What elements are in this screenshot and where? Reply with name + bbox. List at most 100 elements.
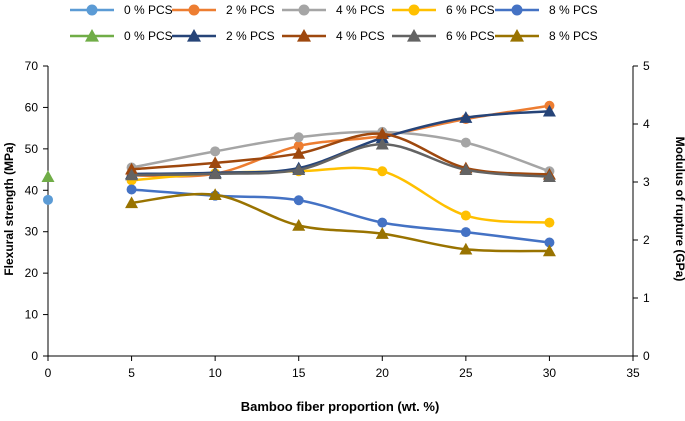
legend-item: 6 % PCS xyxy=(392,29,495,43)
data-point xyxy=(375,227,389,239)
data-point xyxy=(43,194,53,205)
data-point xyxy=(460,210,471,221)
series-mor-6-pcs xyxy=(125,137,556,182)
y-left-tick-label: 70 xyxy=(25,59,39,73)
legend-marker xyxy=(187,29,201,42)
legend-label: 2 % PCS xyxy=(226,3,275,17)
data-point xyxy=(293,195,304,206)
series-fs-0-pcs xyxy=(43,194,53,205)
legend-label: 4 % PCS xyxy=(336,29,385,43)
y-left-tick-label: 40 xyxy=(25,183,39,197)
x-tick-label: 30 xyxy=(543,366,557,380)
legend-item: 8 % PCS xyxy=(495,3,598,17)
y-right-tick-label: 3 xyxy=(643,175,650,189)
y-left-tick-label: 0 xyxy=(31,349,38,363)
data-point xyxy=(377,166,388,177)
data-point xyxy=(542,170,556,182)
series-mor-0-pcs xyxy=(41,170,55,182)
y-axis-right-title: Modulus of rupture (GPa) xyxy=(673,137,685,282)
y-left-tick-label: 20 xyxy=(25,266,39,280)
y-left-tick-label: 50 xyxy=(25,142,39,156)
y-right-tick-label: 4 xyxy=(643,117,650,131)
y-axis-left-title: Flexural strength (MPa) xyxy=(2,142,16,275)
legend-label: 8 % PCS xyxy=(549,3,598,17)
data-point xyxy=(208,156,222,169)
data-point xyxy=(293,132,304,143)
legend-item: 2 % PCS xyxy=(172,3,275,17)
data-point xyxy=(459,242,473,255)
y-left-tick-label: 10 xyxy=(25,308,39,322)
legend-marker xyxy=(407,29,421,42)
data-point xyxy=(375,137,389,150)
data-point xyxy=(544,217,555,228)
data-point xyxy=(542,104,556,117)
data-point xyxy=(375,127,389,140)
data-point xyxy=(208,188,222,200)
legend-marker xyxy=(188,4,200,16)
legend-item: 8 % PCS xyxy=(495,29,598,43)
x-tick-label: 0 xyxy=(45,366,52,380)
data-point xyxy=(210,146,221,157)
legend: 0 % PCS 2 % PCS 4 % PCS 6 % PCS 8 % PCS 0 % P… xyxy=(70,3,598,43)
y-left-tick-label: 60 xyxy=(25,100,39,114)
x-tick-label: 15 xyxy=(292,366,306,380)
data-point xyxy=(292,163,306,176)
data-point xyxy=(377,217,388,228)
legend-item: 4 % PCS xyxy=(282,29,385,43)
data-point xyxy=(208,167,222,180)
x-tick-label: 25 xyxy=(459,366,473,380)
x-tick-label: 5 xyxy=(128,366,135,380)
series-line xyxy=(131,130,550,173)
data-point xyxy=(460,227,471,238)
data-point xyxy=(293,140,304,151)
axes: Flexural strength (MPa) Modulus of ruptu… xyxy=(2,59,685,414)
legend-label: 4 % PCS xyxy=(336,3,385,17)
y-right-tick-label: 0 xyxy=(643,349,650,363)
plot-area xyxy=(41,100,556,257)
data-point xyxy=(292,219,306,231)
series-mor-8-pcs xyxy=(125,188,556,257)
legend-marker xyxy=(86,4,98,16)
y-left-tick-label: 30 xyxy=(25,225,39,239)
legend-marker xyxy=(298,4,310,16)
legend-item: 4 % PCS xyxy=(282,3,385,17)
data-point xyxy=(126,184,137,195)
data-point xyxy=(542,244,556,257)
legend-label: 0 % PCS xyxy=(124,29,173,43)
series-line xyxy=(131,188,550,244)
legend-item: 0 % PCS xyxy=(70,3,173,17)
legend-marker xyxy=(510,29,524,42)
y-right-tick-label: 2 xyxy=(643,233,650,247)
data-point xyxy=(459,111,473,123)
data-point xyxy=(544,237,555,248)
x-tick-label: 35 xyxy=(626,366,640,380)
x-tick-label: 10 xyxy=(208,366,222,380)
x-axis-title: Bamboo fiber proportion (wt. %) xyxy=(241,399,440,414)
legend-marker xyxy=(297,29,311,42)
legend-marker xyxy=(511,4,523,16)
legend-marker xyxy=(408,4,420,16)
data-point xyxy=(125,168,139,181)
data-point xyxy=(292,147,306,159)
legend-label: 6 % PCS xyxy=(446,3,495,17)
legend-label: 6 % PCS xyxy=(446,29,495,43)
data-point xyxy=(459,163,473,176)
legend-marker xyxy=(85,29,99,42)
data-point xyxy=(460,137,471,148)
legend-label: 2 % PCS xyxy=(226,29,275,43)
legend-label: 0 % PCS xyxy=(124,3,173,17)
data-point xyxy=(125,196,139,209)
y-right-tick-label: 5 xyxy=(643,59,650,73)
series-line xyxy=(131,132,550,176)
series-line xyxy=(131,192,550,253)
legend-item: 6 % PCS xyxy=(392,3,495,17)
legend-label: 8 % PCS xyxy=(549,29,598,43)
series-line xyxy=(131,143,550,179)
y-right-tick-label: 1 xyxy=(643,291,650,305)
x-tick-label: 20 xyxy=(376,366,390,380)
legend-item: 0 % PCS xyxy=(70,29,173,43)
data-point xyxy=(41,170,55,182)
legend-item: 2 % PCS xyxy=(172,29,275,43)
